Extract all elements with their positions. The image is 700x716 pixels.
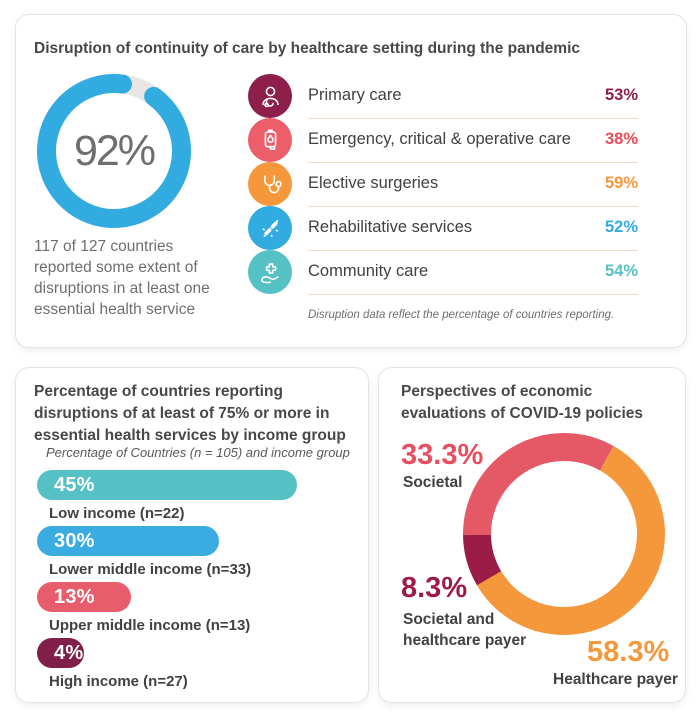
income-bar-label: Lower middle income (n=33) (49, 561, 252, 578)
care-setting-row: Rehabilitative services 52% (248, 206, 638, 251)
policy-perspectives-card: Perspectives of economic evaluations of … (378, 367, 686, 703)
care-setting-row: Emergency, critical & operative care 38% (248, 118, 638, 163)
income-bar-chart: 45% Low income (n=22) 30% Lower middle inco… (37, 470, 357, 694)
societal-and-healthcare-payer-percentage: 8.3% (401, 572, 468, 604)
societal-percentage: 33.3% (401, 439, 484, 471)
income-bar: 30% (37, 526, 219, 556)
disruption-by-setting-card: Disruption of continuity of care by heal… (15, 14, 687, 348)
income-bar-group: 30% Lower middle income (n=33) (37, 526, 357, 578)
care-row-main: Emergency, critical & operative care 38% (308, 118, 638, 163)
income-card-title: Percentage of countries reporting disrup… (34, 383, 346, 444)
donut-segment (37, 74, 191, 228)
care-setting-label: Rehabilitative services (308, 218, 473, 236)
income-card-subtitle: Percentage of Countries (n = 105) and in… (46, 445, 350, 460)
donut-segment (463, 432, 665, 635)
income-bar-group: 13% Upper middle income (n=13) (37, 582, 357, 634)
care-setting-value: 54% (604, 262, 638, 280)
blood-bag-icon (248, 118, 292, 162)
care-row-main: Community care 54% (308, 250, 638, 295)
care-setting-label: Elective surgeries (308, 174, 439, 192)
income-bar: 13% (37, 582, 131, 612)
income-group-card: Percentage of countries reporting disrup… (15, 367, 369, 703)
care-settings-list: Primary care 53% Emergency, critical & ope… (248, 74, 638, 295)
top-card-footnote: Disruption data reflect the percentage o… (308, 309, 615, 321)
care-setting-label: Emergency, critical & operative care (308, 130, 571, 148)
care-setting-value: 52% (604, 218, 638, 236)
healthcare-payer-percentage: 58.3% (587, 636, 670, 668)
societal-label: Societal (403, 474, 463, 491)
care-row-main: Primary care 53% (308, 74, 638, 119)
stethoscope-icon (248, 162, 292, 206)
care-setting-row: Primary care 53% (248, 74, 638, 119)
care-setting-label: Community care (308, 262, 429, 280)
policy-donut-chart (463, 432, 665, 635)
income-bar-group: 4% High income (n=27) (37, 638, 357, 690)
donut-ring (37, 74, 191, 228)
income-bar-label: Upper middle income (n=13) (49, 617, 251, 634)
top-card-title: Disruption of continuity of care by heal… (34, 40, 581, 57)
healthcare-payer-label: Healthcare payer (553, 671, 678, 688)
overall-disruption-donut-chart: 92% (34, 71, 194, 231)
donut-caption: 117 of 127 countries reported some exten… (34, 238, 210, 318)
care-row-main: Rehabilitative services 52% (308, 206, 638, 251)
care-setting-label: Primary care (308, 86, 402, 104)
care-setting-value: 59% (604, 174, 638, 192)
hand-cross-icon (248, 250, 292, 294)
income-bar-group: 45% Low income (n=22) (37, 470, 357, 522)
income-bar-label: High income (n=27) (49, 673, 188, 690)
care-setting-value: 53% (604, 86, 638, 104)
care-setting-row: Elective surgeries 59% (248, 162, 638, 207)
societal-and-healthcare-payer-label: Societal and healthcare payer (403, 611, 527, 649)
care-row-main: Elective surgeries 59% (308, 162, 638, 207)
policy-card-title: Perspectives of economic evaluations of … (401, 383, 644, 422)
donut-center-value: 92% (73, 126, 156, 175)
doctor-icon (248, 74, 292, 118)
income-bar: 4% (37, 638, 84, 668)
bone-joint-icon (248, 206, 292, 250)
income-bar: 45% (37, 470, 297, 500)
care-setting-value: 38% (604, 130, 638, 148)
care-setting-row: Community care 54% (248, 250, 638, 295)
income-bar-label: Low income (n=22) (49, 505, 185, 522)
